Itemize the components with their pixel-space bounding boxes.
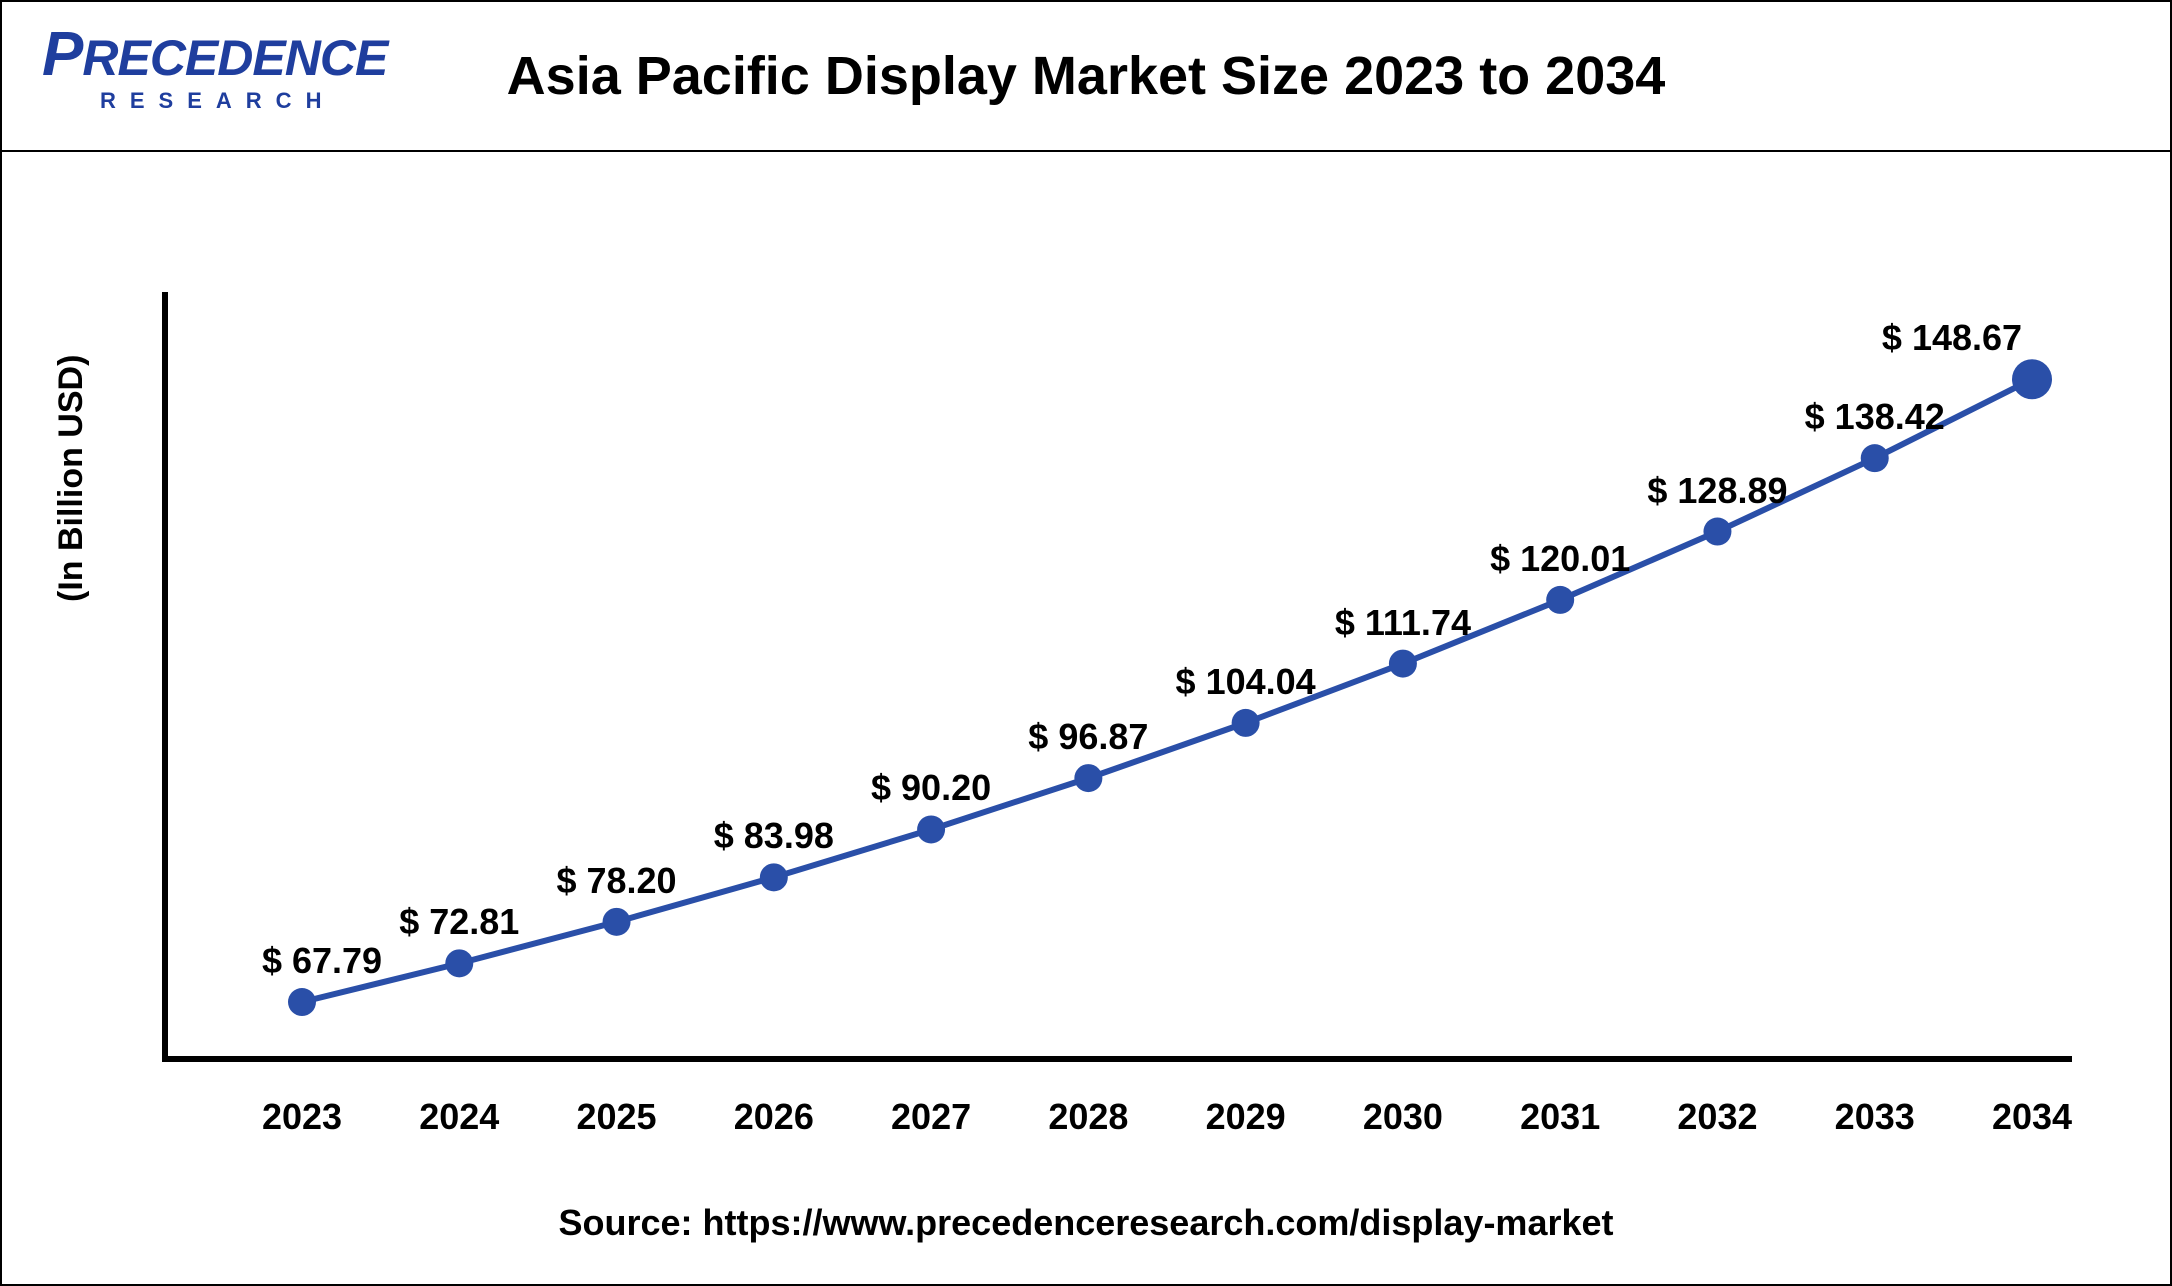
x-tick-label: 2026 [734, 1096, 814, 1138]
x-tick-label: 2032 [1677, 1096, 1757, 1138]
source-caption: Source: https://www.precedenceresearch.c… [2, 1202, 2170, 1244]
data-label: $ 72.81 [399, 901, 519, 943]
chart-container: PRECEDENCE RESEARCH Asia Pacific Display… [0, 0, 2172, 1286]
data-label: $ 67.79 [262, 940, 382, 982]
series-marker [1546, 586, 1574, 614]
data-label: $ 96.87 [1028, 716, 1148, 758]
series-marker [1074, 764, 1102, 792]
data-label: $ 120.01 [1490, 538, 1630, 580]
brand-line2: RESEARCH [100, 88, 402, 114]
x-tick-label: 2025 [576, 1096, 656, 1138]
line-plot [162, 292, 2072, 1062]
x-tick-label: 2029 [1206, 1096, 1286, 1138]
plot-area: 2023202420252026202720282029203020312032… [162, 292, 2072, 1062]
data-label: $ 111.74 [1335, 602, 1471, 644]
brand-initial: P [42, 20, 82, 89]
series-marker [1861, 444, 1889, 472]
series-marker [1703, 518, 1731, 546]
data-label: $ 104.04 [1176, 661, 1316, 703]
data-label: $ 138.42 [1805, 396, 1945, 438]
data-label: $ 128.89 [1647, 470, 1787, 512]
series-marker [445, 949, 473, 977]
series-marker [1389, 650, 1417, 678]
data-label: $ 83.98 [714, 815, 834, 857]
series-marker [1232, 709, 1260, 737]
x-tick-label: 2031 [1520, 1096, 1600, 1138]
brand-rest: RECEDENCE [82, 30, 387, 86]
series-marker [603, 908, 631, 936]
x-tick-label: 2030 [1363, 1096, 1443, 1138]
data-label: $ 148.67 [1882, 317, 2022, 359]
x-tick-label: 2027 [891, 1096, 971, 1138]
series-marker [288, 988, 316, 1016]
x-tick-label: 2024 [419, 1096, 499, 1138]
series-marker [917, 815, 945, 843]
brand-line1: PRECEDENCE [42, 24, 402, 86]
x-tick-label: 2023 [262, 1096, 342, 1138]
x-tick-label: 2033 [1835, 1096, 1915, 1138]
series-marker [2012, 359, 2052, 399]
x-tick-label: 2028 [1048, 1096, 1128, 1138]
header: PRECEDENCE RESEARCH Asia Pacific Display… [2, 2, 2170, 152]
y-axis-label: (In Billion USD) [52, 355, 91, 602]
data-label: $ 90.20 [871, 767, 991, 809]
data-label: $ 78.20 [556, 860, 676, 902]
series-marker [760, 863, 788, 891]
x-tick-label: 2034 [1992, 1096, 2072, 1138]
brand-logo: PRECEDENCE RESEARCH [42, 24, 402, 114]
